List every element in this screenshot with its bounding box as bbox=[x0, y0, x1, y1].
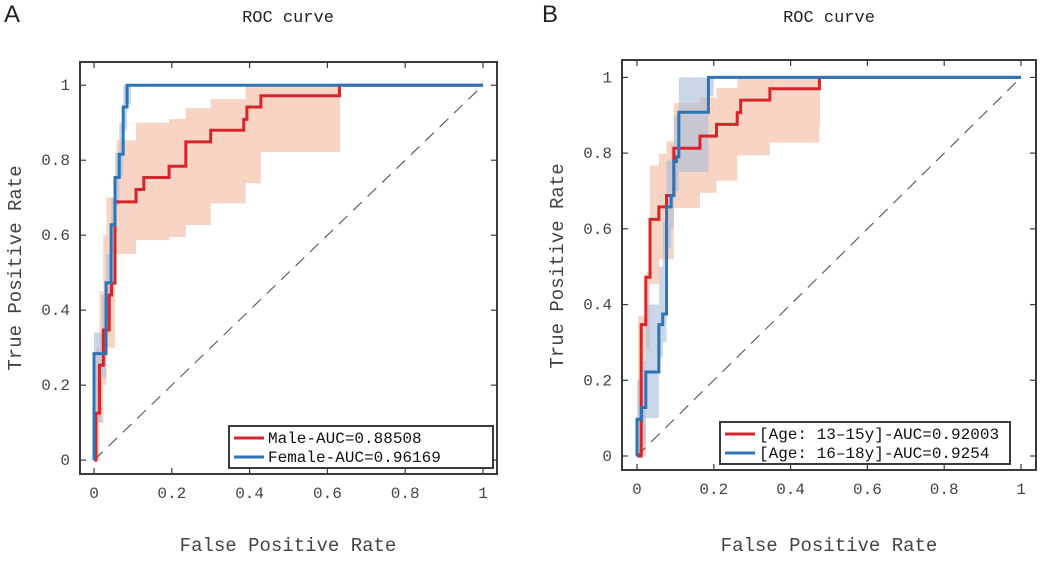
y-tick-label: 0.4 bbox=[583, 297, 612, 315]
y-tick-label: 1 bbox=[60, 77, 70, 95]
y-axis-label-a: True Positive Rate bbox=[5, 165, 27, 370]
chart-title-b: ROC curve bbox=[783, 9, 875, 28]
y-tick-label: 0 bbox=[602, 448, 612, 466]
chart-title-a: ROC curve bbox=[242, 9, 334, 28]
panel-a: A ROC curve False Positive Rate True Pos… bbox=[4, 1, 498, 557]
legend-entry-0: Male-AUC=0.88508 bbox=[268, 430, 422, 448]
axes-box bbox=[79, 61, 498, 475]
y-tick-label: 1 bbox=[602, 69, 612, 87]
x-tick-label: 0.4 bbox=[235, 485, 264, 503]
x-axis-label-b: False Positive Rate bbox=[721, 535, 938, 557]
x-tick-label: 0 bbox=[89, 485, 99, 503]
legend-entry-1: [Age: 16–18y]-AUC=0.9254 bbox=[759, 445, 989, 463]
confidence-band-0 bbox=[94, 85, 341, 461]
x-tick-label: 0.8 bbox=[930, 481, 959, 499]
x-tick-label: 0.6 bbox=[853, 481, 882, 499]
legend-box bbox=[719, 421, 1011, 465]
roc-line-0 bbox=[94, 83, 483, 462]
legend-entry-0: [Age: 13–15y]-AUC=0.92003 bbox=[759, 426, 999, 444]
y-tick-label: 0 bbox=[60, 452, 70, 470]
y-tick-label: 0.2 bbox=[583, 372, 612, 390]
y-tick-label: 0.8 bbox=[583, 145, 612, 163]
x-tick-label: 0.2 bbox=[699, 481, 728, 499]
y-tick-label: 0.6 bbox=[583, 221, 612, 239]
x-tick-label: 0.8 bbox=[391, 485, 420, 503]
x-axis-label-a: False Positive Rate bbox=[180, 535, 397, 557]
x-tick-label: 1 bbox=[478, 485, 488, 503]
y-axis-label-b: True Positive Rate bbox=[547, 163, 569, 368]
roc-line-1 bbox=[635, 75, 1022, 456]
chance-diagonal bbox=[93, 84, 484, 461]
roc-line-0 bbox=[636, 75, 1022, 458]
panel-b: B ROC curve False Positive Rate True Pos… bbox=[542, 1, 1037, 557]
x-tick-label: 0.2 bbox=[157, 485, 186, 503]
roc-line-1 bbox=[92, 83, 483, 461]
y-tick-label: 0.6 bbox=[41, 227, 70, 245]
legend-box bbox=[228, 425, 494, 469]
confidence-band-1 bbox=[636, 77, 715, 456]
x-tick-label: 0.4 bbox=[776, 481, 805, 499]
y-tick-label: 0.4 bbox=[41, 302, 70, 320]
legend-entry-1: Female-AUC=0.96169 bbox=[268, 449, 441, 467]
panel-label-a: A bbox=[4, 1, 20, 28]
axes-box bbox=[621, 59, 1037, 471]
chance-diagonal bbox=[636, 77, 1022, 457]
x-tick-label: 0 bbox=[632, 481, 642, 499]
panel-label-b: B bbox=[542, 1, 558, 28]
y-tick-label: 0.2 bbox=[41, 377, 70, 395]
x-tick-label: 1 bbox=[1016, 481, 1026, 499]
y-tick-label: 0.8 bbox=[41, 152, 70, 170]
x-tick-label: 0.6 bbox=[313, 485, 342, 503]
